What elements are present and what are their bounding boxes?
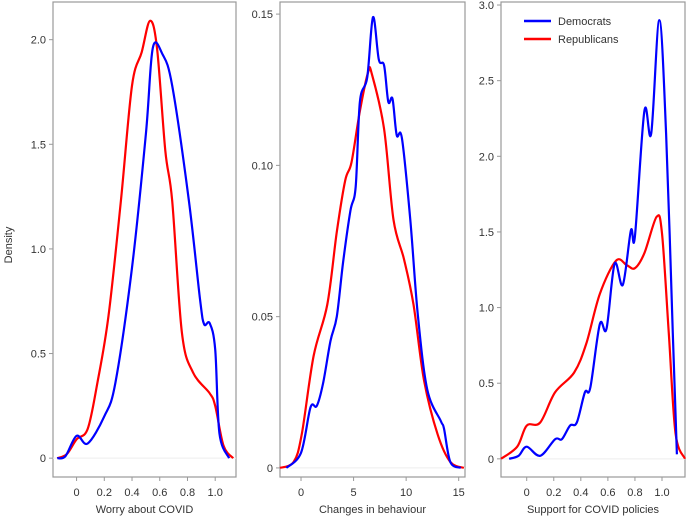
density-line-democrats [56,41,231,460]
y-tick-label: 3.0 [479,0,494,12]
plot-frame [279,1,466,478]
y-tick-label: 1.0 [479,303,494,315]
y-tick-label: 1.0 [31,244,46,256]
density-line-republicans [279,66,465,469]
y-tick-label: 0.15 [252,9,273,21]
x-tick-label: 0 [524,487,530,499]
x-tick-label: 0 [298,487,304,499]
x-tick-label: 0.2 [97,487,112,499]
y-tick-label: 0 [40,453,46,465]
y-tick-label: 2.0 [31,35,46,47]
y-tick-label: 0.10 [252,160,273,172]
x-tick-label: 0.6 [600,487,615,499]
y-tick-label: 2.5 [479,76,494,88]
x-tick-label: 0 [74,487,80,499]
x-axis-label: Support for COVID policies [527,504,660,516]
density-line-republicans [56,19,235,460]
legend: Democrats Republicans [524,16,619,46]
x-tick-label: 1.0 [654,487,669,499]
x-tick-label: 1.0 [208,487,223,499]
y-axis-label: Density [3,226,15,263]
panel-3: 0 0.5 1.0 1.5 2.0 2.5 3.0 0 0.2 0.4 0.6 0.8 1.0 Suppo… [479,0,686,516]
x-tick-label: 0.6 [152,487,167,499]
legend-label: Republicans [558,34,619,46]
x-tick-label: 10 [400,487,412,499]
x-tick-label: 0.8 [627,487,642,499]
y-tick-label: 0 [488,454,494,466]
plot-frame [52,1,237,478]
density-line-democrats [285,15,462,469]
x-tick-label: 0.2 [546,487,561,499]
y-tick-label: 0.5 [31,349,46,361]
x-tick-label: 0.4 [573,487,588,499]
x-tick-label: 5 [351,487,357,499]
x-axis-label: Worry about COVID [96,504,194,516]
x-tick-label: 0.8 [180,487,195,499]
plot-frame [500,1,686,478]
y-tick-label: 0.05 [252,312,273,324]
y-tick-label: 0.5 [479,378,494,390]
x-axis-label: Changes in behaviour [319,504,426,516]
x-tick-label: 0.4 [124,487,139,499]
panel-2: 0 0.05 0.10 0.15 0 5 10 15 Changes in behaviour [252,1,466,516]
panel-1: 0 0.5 1.0 1.5 2.0 0 0.2 0.4 0.6 0.8 1.0 Worry about… [31,1,237,516]
y-tick-label: 1.5 [479,227,494,239]
y-tick-label: 2.0 [479,151,494,163]
legend-label: Democrats [558,16,612,28]
y-tick-label: 0 [267,463,273,475]
density-line-republicans [500,214,686,460]
y-tick-label: 1.5 [31,139,46,151]
x-tick-label: 15 [453,487,465,499]
density-line-democrats [508,19,678,460]
